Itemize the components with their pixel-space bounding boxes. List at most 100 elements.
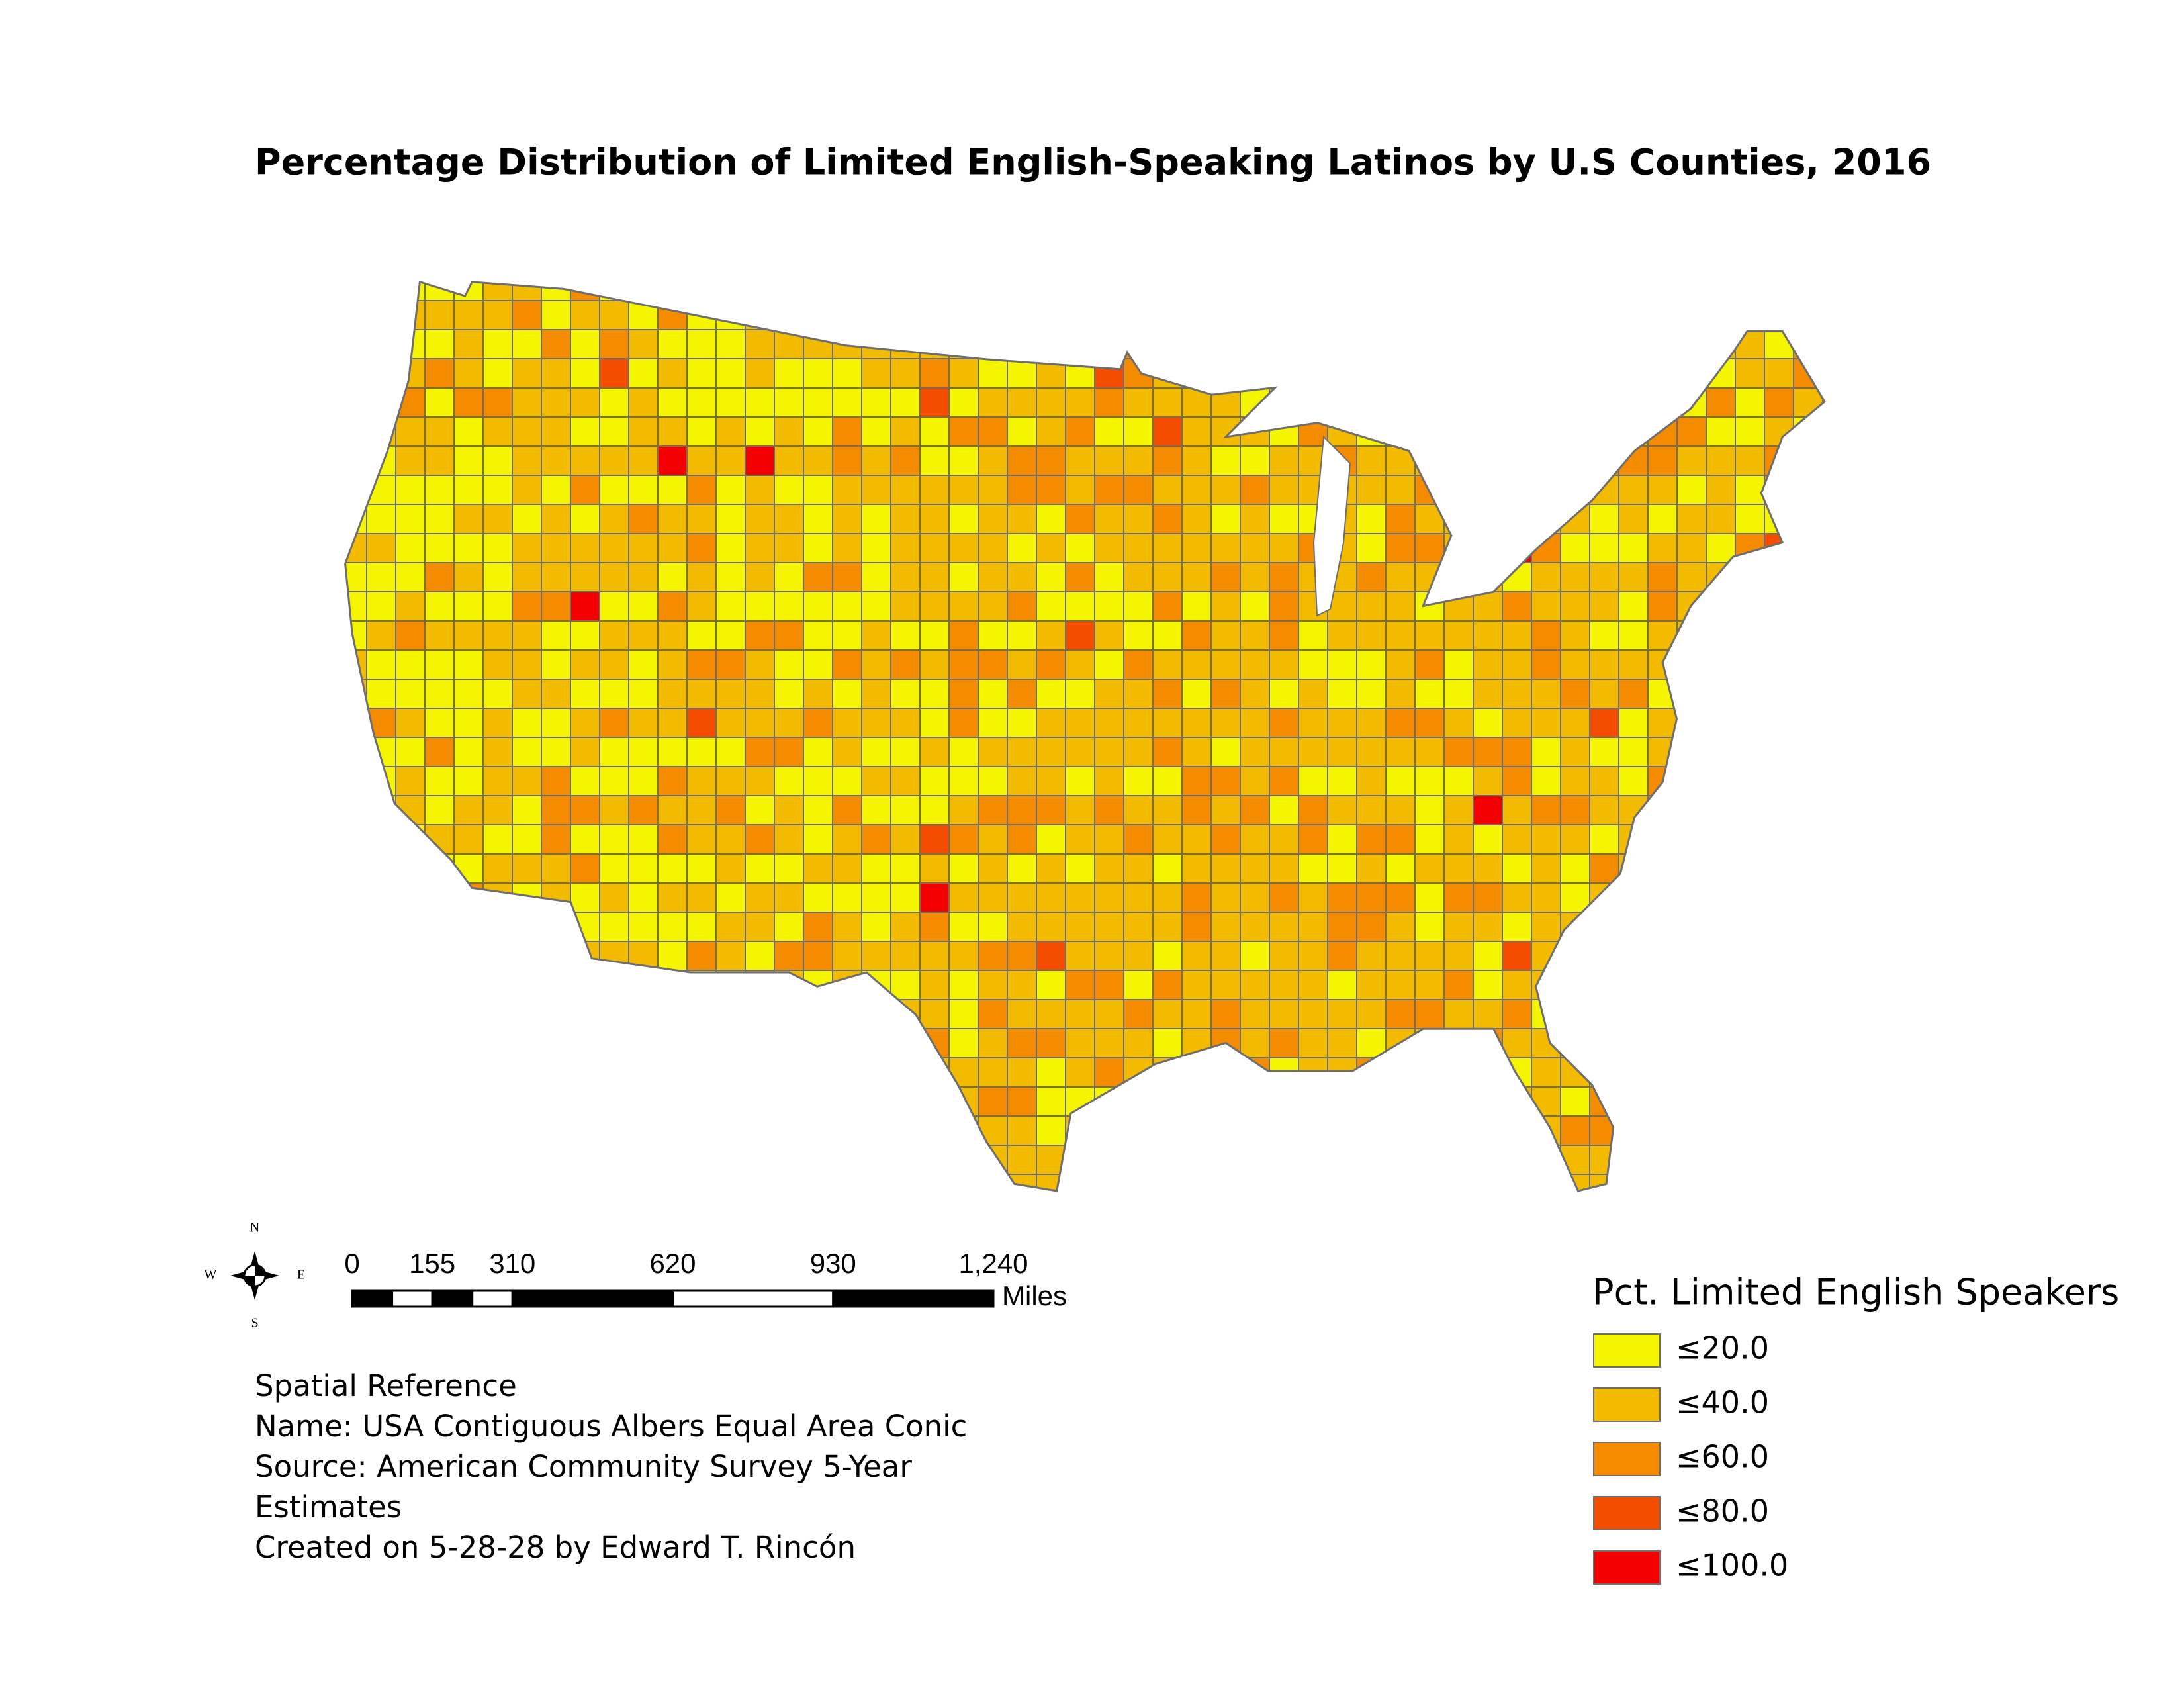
county xyxy=(570,358,600,389)
county xyxy=(1123,912,1154,942)
county xyxy=(832,941,862,971)
county xyxy=(803,591,833,622)
county xyxy=(861,912,891,942)
county xyxy=(1706,620,1736,651)
county xyxy=(1210,999,1241,1029)
county xyxy=(453,445,484,476)
county xyxy=(1123,300,1154,330)
county xyxy=(1356,649,1387,680)
county xyxy=(453,591,484,622)
county xyxy=(1181,941,1212,971)
county xyxy=(1560,533,1590,563)
county xyxy=(1589,882,1619,913)
county xyxy=(366,445,396,476)
county xyxy=(1502,300,1532,330)
county xyxy=(1822,1057,1825,1088)
county xyxy=(1822,620,1825,651)
county xyxy=(1443,1145,1474,1175)
county xyxy=(512,445,542,476)
county xyxy=(1385,504,1416,534)
county xyxy=(453,824,484,855)
county xyxy=(657,504,688,534)
county xyxy=(1560,970,1590,1000)
county xyxy=(1793,795,1823,825)
county xyxy=(745,591,775,622)
county xyxy=(1618,999,1649,1029)
county xyxy=(1473,1057,1503,1088)
county xyxy=(978,970,1008,1000)
county xyxy=(1589,358,1619,389)
county xyxy=(861,766,891,796)
county xyxy=(424,533,455,563)
county xyxy=(715,1028,746,1058)
county xyxy=(1793,591,1823,622)
map-title: Percentage Distribution of Limited Engli… xyxy=(255,142,1931,183)
county xyxy=(1560,708,1590,738)
county xyxy=(424,1115,455,1146)
county xyxy=(1036,1115,1066,1146)
county xyxy=(1356,970,1387,1000)
county xyxy=(657,533,688,563)
county xyxy=(978,1203,1007,1233)
county xyxy=(570,766,600,796)
county xyxy=(1269,562,1299,592)
county xyxy=(1706,562,1736,592)
county xyxy=(774,416,804,447)
counties xyxy=(345,281,1825,1233)
note-line: Created on 5-28-28 by Edward T. Rincón xyxy=(255,1530,856,1565)
county xyxy=(1502,1145,1532,1175)
county xyxy=(890,941,921,971)
county xyxy=(1473,416,1503,447)
county xyxy=(686,358,717,389)
county xyxy=(1706,1174,1736,1191)
county xyxy=(1385,1086,1416,1117)
county xyxy=(657,416,688,447)
county xyxy=(1676,853,1707,884)
county xyxy=(1735,679,1765,709)
county xyxy=(686,620,717,651)
county xyxy=(1676,882,1707,913)
county xyxy=(803,1174,833,1191)
county xyxy=(1793,1115,1823,1146)
county xyxy=(1298,1028,1328,1058)
county xyxy=(1007,941,1037,971)
county xyxy=(1793,853,1823,884)
county xyxy=(1327,737,1357,767)
county xyxy=(1181,824,1212,855)
county xyxy=(345,1115,367,1146)
county xyxy=(1822,649,1825,680)
county xyxy=(1589,824,1619,855)
county xyxy=(541,649,571,680)
county xyxy=(774,999,804,1029)
county xyxy=(1065,882,1095,913)
county xyxy=(919,824,950,855)
county xyxy=(1065,533,1095,563)
county xyxy=(541,912,571,942)
county xyxy=(832,533,862,563)
county xyxy=(1589,475,1619,505)
county xyxy=(1706,766,1736,796)
county xyxy=(541,737,571,767)
county xyxy=(1007,912,1037,942)
scale-segment xyxy=(471,1289,514,1308)
county xyxy=(978,795,1008,825)
county xyxy=(395,1086,426,1117)
county xyxy=(978,1174,1008,1191)
county xyxy=(1065,1174,1095,1191)
county xyxy=(1181,562,1212,592)
county xyxy=(628,445,659,476)
county xyxy=(1647,1057,1678,1088)
county xyxy=(686,281,717,301)
county xyxy=(570,533,600,563)
county xyxy=(861,1086,891,1117)
county xyxy=(1298,1145,1328,1175)
county xyxy=(1356,766,1387,796)
county xyxy=(1152,416,1183,447)
county xyxy=(657,329,688,359)
county xyxy=(1473,970,1503,1000)
county xyxy=(1210,795,1241,825)
county xyxy=(1181,1115,1212,1146)
county xyxy=(1385,300,1416,330)
county xyxy=(453,941,484,971)
county xyxy=(453,1115,484,1146)
